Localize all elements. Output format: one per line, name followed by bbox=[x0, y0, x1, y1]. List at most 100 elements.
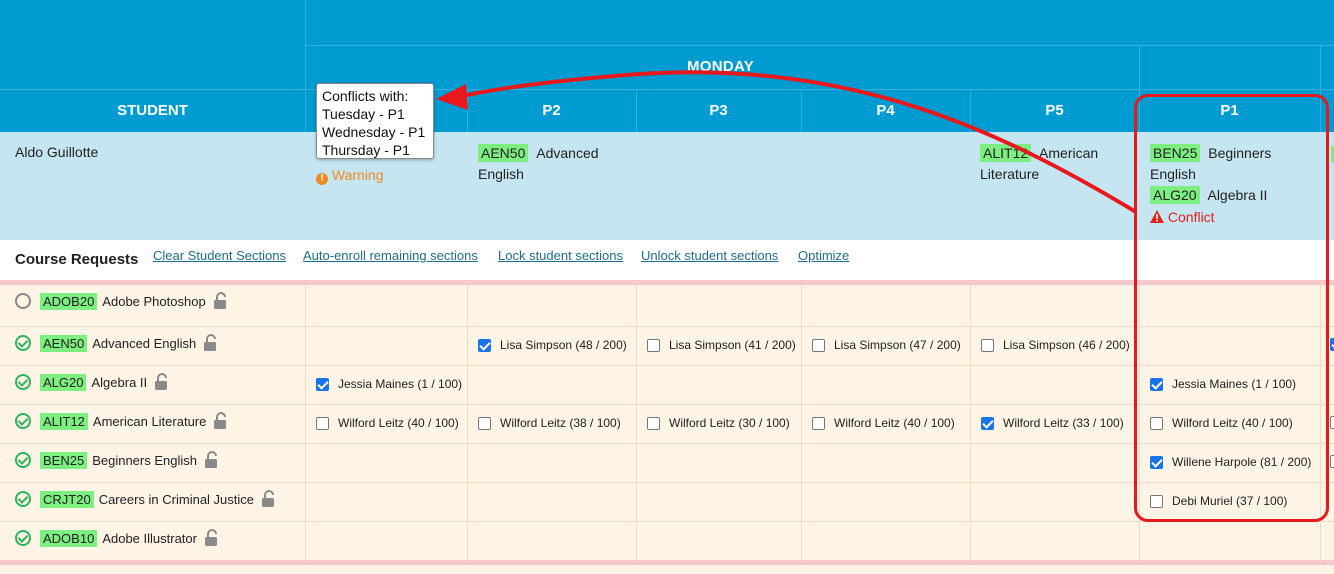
student-column-header: STUDENT bbox=[117, 102, 188, 119]
student-schedule-row bbox=[0, 132, 1334, 240]
unlocked-padlock-icon[interactable] bbox=[154, 373, 168, 391]
header-divider bbox=[305, 0, 306, 132]
warning-icon: ! bbox=[316, 173, 328, 185]
section-checkbox[interactable] bbox=[981, 338, 994, 352]
unlocked-padlock-icon[interactable] bbox=[204, 451, 218, 469]
section-label: Lisa Simpson (47 / 200) bbox=[834, 338, 961, 352]
request-row[interactable]: AEN50 Advanced English bbox=[15, 333, 217, 353]
optimize-link[interactable]: Optimize bbox=[798, 248, 850, 263]
conflict-tooltip: Conflicts with: Tuesday - P1 Wednesday -… bbox=[316, 83, 434, 159]
check-circle-icon bbox=[15, 452, 31, 468]
section-option[interactable]: Wilford Leitz (38 / 100) bbox=[478, 416, 621, 430]
section-label: Lisa Simpson (48 / 200) bbox=[500, 338, 627, 352]
section-label: Debi Muriel (37 / 100) bbox=[1172, 494, 1288, 508]
section-checkbox[interactable] bbox=[812, 416, 825, 430]
scheduled-course-p2[interactable]: AEN50 Advanced English bbox=[478, 143, 628, 185]
course-code-badge: ADOB10 bbox=[40, 529, 98, 547]
section-option[interactable]: Debi Muriel (37 / 100) bbox=[1150, 494, 1287, 508]
unlocked-padlock-icon[interactable] bbox=[203, 334, 217, 352]
section-checkbox[interactable] bbox=[478, 416, 491, 430]
section-checkbox[interactable] bbox=[1150, 455, 1163, 469]
section-option[interactable]: Lisa Simpson (41 / 200) bbox=[647, 338, 796, 352]
lock-student-sections-link[interactable]: Lock student sections bbox=[498, 248, 624, 263]
grid-row-divider bbox=[0, 443, 1334, 444]
section-option[interactable]: Wilford Leitz (40 / 100) bbox=[316, 416, 459, 430]
grid-top-border bbox=[0, 280, 1334, 285]
section-checkbox[interactable] bbox=[647, 338, 660, 352]
unlocked-padlock-icon[interactable] bbox=[213, 292, 227, 310]
check-circle-icon bbox=[15, 335, 31, 351]
course-code-badge: ALG20 bbox=[40, 373, 87, 391]
section-checkbox[interactable] bbox=[316, 416, 329, 430]
header-divider bbox=[1139, 45, 1140, 132]
section-checkbox[interactable] bbox=[478, 338, 491, 352]
request-row[interactable]: ALG20 Algebra II bbox=[15, 372, 168, 392]
request-row[interactable]: BEN25 Beginners English bbox=[15, 450, 218, 470]
section-option[interactable]: Willene Harpole (81 / 200) bbox=[1150, 455, 1311, 469]
period-header-p4: P4 bbox=[876, 102, 895, 119]
header-divider bbox=[0, 89, 1334, 90]
scheduled-course-p5[interactable]: ALIT12 American Literature bbox=[980, 143, 1130, 185]
scheduled-course-p1-second[interactable]: ALG20 Algebra II bbox=[1150, 185, 1300, 206]
course-code-badge: ALIT12 bbox=[40, 412, 88, 430]
unlocked-padlock-icon[interactable] bbox=[204, 529, 218, 547]
unlocked-padlock-icon[interactable] bbox=[261, 490, 275, 508]
conflict-indicator[interactable]: Conflict bbox=[1150, 209, 1215, 225]
section-checkbox[interactable] bbox=[1330, 416, 1334, 429]
section-checkbox[interactable] bbox=[316, 377, 329, 391]
tooltip-line: Thursday - P1 bbox=[322, 142, 410, 158]
section-option[interactable]: Lisa Simpson (47 / 200) bbox=[812, 338, 961, 352]
section-option[interactable]: Jessia Maines (1 / 100) bbox=[1150, 377, 1296, 391]
course-name: Advanced English bbox=[92, 335, 197, 351]
section-label: Wilford Leitz (33 / 100) bbox=[1003, 416, 1124, 430]
annotation-highlight-box bbox=[1134, 94, 1329, 522]
grid-row-divider bbox=[0, 521, 1334, 522]
section-checkbox[interactable] bbox=[647, 416, 660, 430]
grid-divider bbox=[1320, 285, 1321, 562]
unlock-student-sections-link[interactable]: Unlock student sections bbox=[641, 248, 779, 263]
tooltip-line: Wednesday - P1 bbox=[322, 124, 426, 140]
section-label: Willene Harpole (81 / 200) bbox=[1172, 455, 1312, 469]
course-name: Adobe Illustrator bbox=[102, 530, 197, 546]
unlocked-padlock-icon[interactable] bbox=[213, 412, 227, 430]
section-option[interactable]: Wilford Leitz (40 / 100) bbox=[1150, 416, 1293, 430]
section-checkbox[interactable] bbox=[812, 338, 825, 352]
section-option[interactable]: Wilford Leitz (33 / 100) bbox=[981, 416, 1124, 430]
tooltip-line: Tuesday - P1 bbox=[322, 106, 405, 122]
tooltip-title: Conflicts with: bbox=[322, 88, 409, 104]
section-checkbox[interactable] bbox=[1150, 416, 1163, 430]
grid-row-divider bbox=[0, 482, 1334, 483]
period-header-p5: P5 bbox=[1045, 102, 1064, 119]
check-circle-icon bbox=[15, 491, 31, 507]
status-circle-icon bbox=[15, 293, 31, 309]
grid-divider bbox=[970, 285, 971, 562]
course-code-badge: CRJT20 bbox=[40, 490, 94, 508]
course-name: Adobe Photoshop bbox=[102, 293, 206, 309]
request-row[interactable]: CRJT20 Careers in Criminal Justice bbox=[15, 489, 275, 509]
section-option[interactable]: Wilford Leitz (40 / 100) bbox=[812, 416, 955, 430]
request-row[interactable]: ADOB10 Adobe Illustrator bbox=[15, 528, 218, 548]
course-title: Advanced English bbox=[478, 145, 599, 182]
request-row[interactable]: ALIT12 American Literature bbox=[15, 411, 227, 431]
grid-divider bbox=[801, 285, 802, 562]
section-option[interactable]: Lisa Simpson (46 / 200) bbox=[981, 338, 1130, 352]
section-checkbox[interactable] bbox=[1330, 338, 1334, 351]
section-option[interactable]: Lisa Simpson (48 / 200) bbox=[478, 338, 627, 352]
scheduled-course-p1-first[interactable]: BEN25 Beginners English bbox=[1150, 143, 1300, 185]
auto-enroll-link[interactable]: Auto-enroll remaining sections bbox=[303, 248, 478, 263]
check-circle-icon bbox=[15, 374, 31, 390]
section-checkbox[interactable] bbox=[1330, 455, 1334, 468]
request-row[interactable]: ADOB20 Adobe Photoshop bbox=[15, 291, 227, 311]
course-name: Algebra II bbox=[91, 374, 148, 390]
section-label: Wilford Leitz (40 / 100) bbox=[1172, 416, 1293, 430]
grid-row-divider bbox=[0, 404, 1334, 405]
section-checkbox[interactable] bbox=[1150, 377, 1163, 391]
section-checkbox[interactable] bbox=[981, 416, 994, 430]
section-option[interactable]: Jessia Maines (1 / 100) bbox=[316, 377, 462, 391]
clear-student-sections-link[interactable]: Clear Student Sections bbox=[153, 248, 286, 263]
section-checkbox[interactable] bbox=[1150, 494, 1163, 508]
warning-indicator[interactable]: ! Warning bbox=[316, 167, 384, 185]
grid-divider bbox=[467, 285, 468, 562]
section-option[interactable]: Wilford Leitz (30 / 100) bbox=[647, 416, 790, 430]
